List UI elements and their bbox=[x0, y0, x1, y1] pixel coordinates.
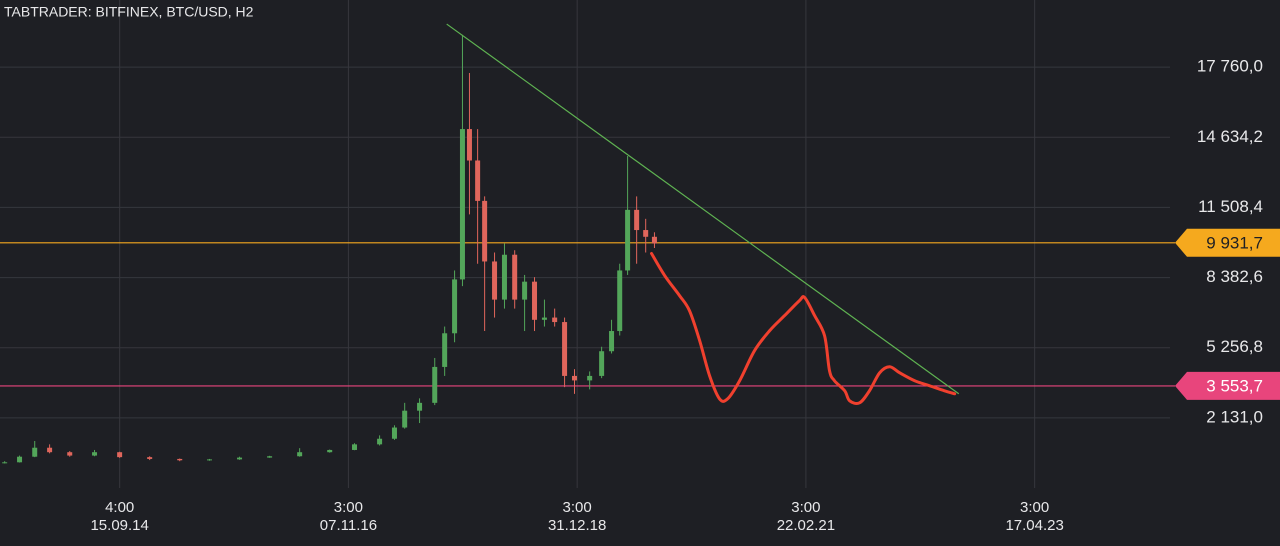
y-tick-label: 8 382,6 bbox=[1206, 267, 1263, 286]
candle-body bbox=[501, 254, 507, 300]
candle-body bbox=[651, 236, 657, 244]
x-tick-label: 3:00 bbox=[791, 499, 820, 516]
candle-body bbox=[377, 438, 383, 445]
candle-body bbox=[532, 281, 538, 320]
candle-body bbox=[643, 230, 649, 237]
candle-body bbox=[475, 160, 481, 201]
candle-body bbox=[459, 129, 465, 280]
x-tick-label: 3:00 bbox=[334, 499, 363, 516]
projection-line bbox=[650, 252, 957, 405]
y-tick-label: 5 256,8 bbox=[1206, 337, 1263, 356]
x-tick-date: 07.11.16 bbox=[320, 517, 377, 534]
candle-body bbox=[17, 456, 23, 463]
candle-body bbox=[237, 457, 243, 460]
candle-body bbox=[402, 410, 408, 428]
candle-body bbox=[297, 452, 303, 457]
candle-body bbox=[512, 254, 518, 300]
y-tick-label: 17 760,0 bbox=[1197, 57, 1263, 76]
chart-title: TABTRADER: BITFINEX, BTC/USD, H2 bbox=[4, 4, 254, 20]
candle-body bbox=[571, 375, 577, 381]
candle-body bbox=[617, 270, 623, 332]
candle-body bbox=[417, 402, 423, 411]
candle-body bbox=[2, 462, 8, 464]
candle-body bbox=[466, 129, 472, 161]
candle-body bbox=[552, 317, 558, 323]
candle-body bbox=[206, 459, 212, 461]
candle-body bbox=[177, 458, 183, 461]
price-label: 9 931,7 bbox=[1206, 233, 1263, 252]
grid bbox=[0, 0, 1170, 488]
candle-body bbox=[634, 209, 640, 231]
candle-body bbox=[541, 317, 547, 320]
candle-body bbox=[452, 279, 458, 334]
plot bbox=[0, 23, 1175, 464]
y-tick-label: 2 131,0 bbox=[1206, 407, 1263, 426]
candle-body bbox=[599, 351, 605, 376]
candle-body bbox=[562, 322, 568, 376]
candle-body bbox=[327, 449, 333, 453]
candle-body bbox=[391, 427, 397, 439]
candle-body bbox=[352, 444, 358, 450]
candle-body bbox=[432, 366, 438, 403]
candle-body bbox=[32, 447, 38, 457]
price-badge bbox=[1175, 228, 1280, 257]
candle-body bbox=[609, 331, 615, 352]
y-tick-label: 14 634,2 bbox=[1197, 127, 1263, 146]
candle-body bbox=[587, 375, 593, 381]
x-tick-date: 31.12.18 bbox=[548, 517, 606, 534]
candle-body bbox=[47, 447, 53, 453]
x-tick-label: 3:00 bbox=[563, 499, 592, 516]
axes: 17 760,0 14 634,2 11 508,4 8 382,6 5 256,8 2 … bbox=[90, 57, 1280, 534]
candle-body bbox=[147, 457, 153, 459]
candle-body bbox=[492, 261, 498, 300]
x-tick-date: 17.04.23 bbox=[1005, 517, 1063, 534]
candle-body bbox=[442, 333, 448, 367]
y-tick-label: 11 508,4 bbox=[1198, 197, 1263, 216]
candle-body bbox=[267, 456, 273, 458]
candle-body bbox=[117, 452, 123, 458]
price-label: 3 553,7 bbox=[1206, 376, 1263, 395]
candle-body bbox=[67, 452, 73, 456]
x-tick-date: 15.09.14 bbox=[90, 517, 148, 534]
price-badge bbox=[1175, 371, 1280, 400]
x-tick-label: 3:00 bbox=[1020, 499, 1049, 516]
candle-body bbox=[482, 200, 488, 262]
candle-body bbox=[92, 452, 98, 456]
x-tick-label: 4:00 bbox=[105, 499, 134, 516]
candle-body bbox=[522, 281, 528, 300]
candle-body bbox=[625, 209, 631, 271]
trendline bbox=[446, 23, 960, 395]
x-tick-date: 22.02.21 bbox=[777, 517, 835, 534]
